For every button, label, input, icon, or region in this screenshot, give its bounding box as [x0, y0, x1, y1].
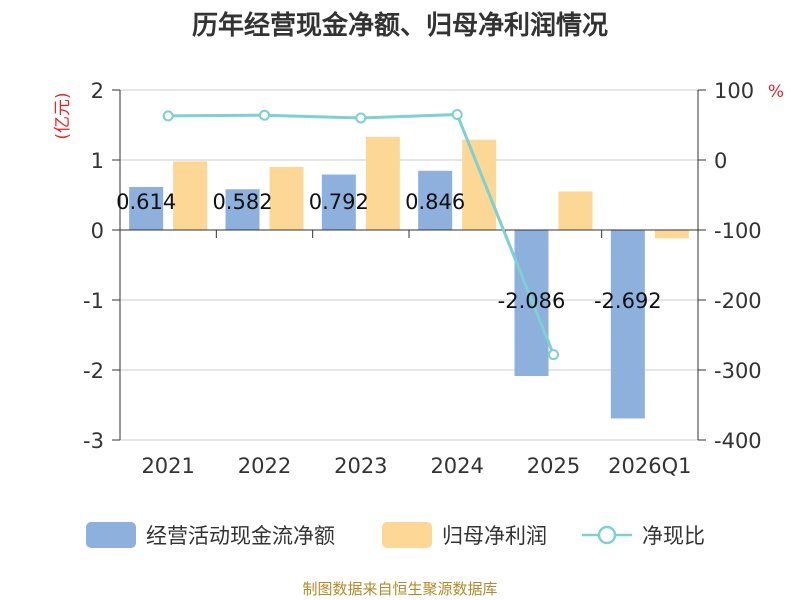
ratio-point	[548, 349, 559, 361]
x-tick-label: 2026Q1	[608, 454, 691, 478]
data-source: 制图数据来自恒生聚源数据库	[302, 580, 497, 598]
right-tick-label: -300	[714, 359, 762, 383]
left-tick-label: 0	[91, 219, 104, 243]
left-tick-label: -2	[83, 359, 104, 383]
bar-profit	[462, 139, 497, 230]
data-label-cashflow: -2.692	[594, 289, 662, 313]
bars	[129, 136, 689, 419]
right-tick-label: 100	[714, 79, 754, 103]
bar-profit	[173, 161, 208, 230]
left-axis-unit: (亿元)	[53, 92, 73, 139]
legend-marker-ratio	[597, 525, 617, 545]
x-tick-label: 2024	[430, 454, 483, 478]
data-label-cashflow: 0.582	[212, 190, 272, 214]
legend-label-cashflow: 经营活动现金流净额	[146, 524, 335, 548]
ratio-point	[355, 112, 367, 124]
x-tick-label: 2023	[334, 454, 387, 478]
bar-cashflow	[418, 170, 453, 230]
bar-profit	[365, 136, 400, 230]
left-tick-label: 2	[91, 79, 104, 103]
legend-label-profit: 归母净利润	[442, 524, 547, 548]
bar-cashflow	[225, 189, 260, 230]
bar-cashflow	[321, 174, 356, 230]
bar-cashflow	[610, 230, 645, 419]
ratio-point	[259, 109, 270, 121]
chart-title: 历年经营现金净额、归母净利润情况	[192, 10, 608, 41]
x-tick-label: 2021	[141, 454, 194, 478]
ratio-line	[162, 109, 559, 361]
bar-profit	[558, 191, 593, 230]
legend-swatch-cashflow	[86, 522, 136, 548]
ratio-point	[162, 110, 174, 122]
right-tick-label: 0	[714, 149, 727, 173]
data-label-cashflow: 0.846	[405, 190, 465, 214]
left-tick-label: -1	[83, 289, 104, 313]
data-label-cashflow: -2.086	[498, 289, 566, 313]
legend-swatch-profit	[382, 522, 432, 548]
right-tick-label: -400	[714, 429, 762, 453]
data-label-cashflow: 0.614	[116, 190, 176, 214]
left-tick-label: 1	[91, 149, 104, 173]
bar-profit	[269, 167, 304, 230]
data-labels: 0.614 0.582 0.792 0.846 -2.086 -2.692	[116, 190, 662, 313]
bar-profit	[654, 230, 689, 239]
data-label-cashflow: 0.792	[309, 190, 369, 214]
right-axis-unit: %	[768, 82, 784, 102]
x-tick-label: 2022	[238, 454, 291, 478]
ratio-point	[451, 109, 463, 120]
legend-label-ratio: 净现比	[642, 524, 705, 548]
x-tick-label: 2025	[527, 454, 580, 478]
right-tick-label: -100	[714, 219, 762, 243]
legend: 经营活动现金流净额 归母净利润 净现比	[86, 522, 705, 548]
bar-cashflow	[129, 187, 164, 230]
right-tick-label: -200	[714, 289, 762, 313]
axes	[112, 89, 706, 441]
left-tick-label: -3	[83, 429, 104, 453]
